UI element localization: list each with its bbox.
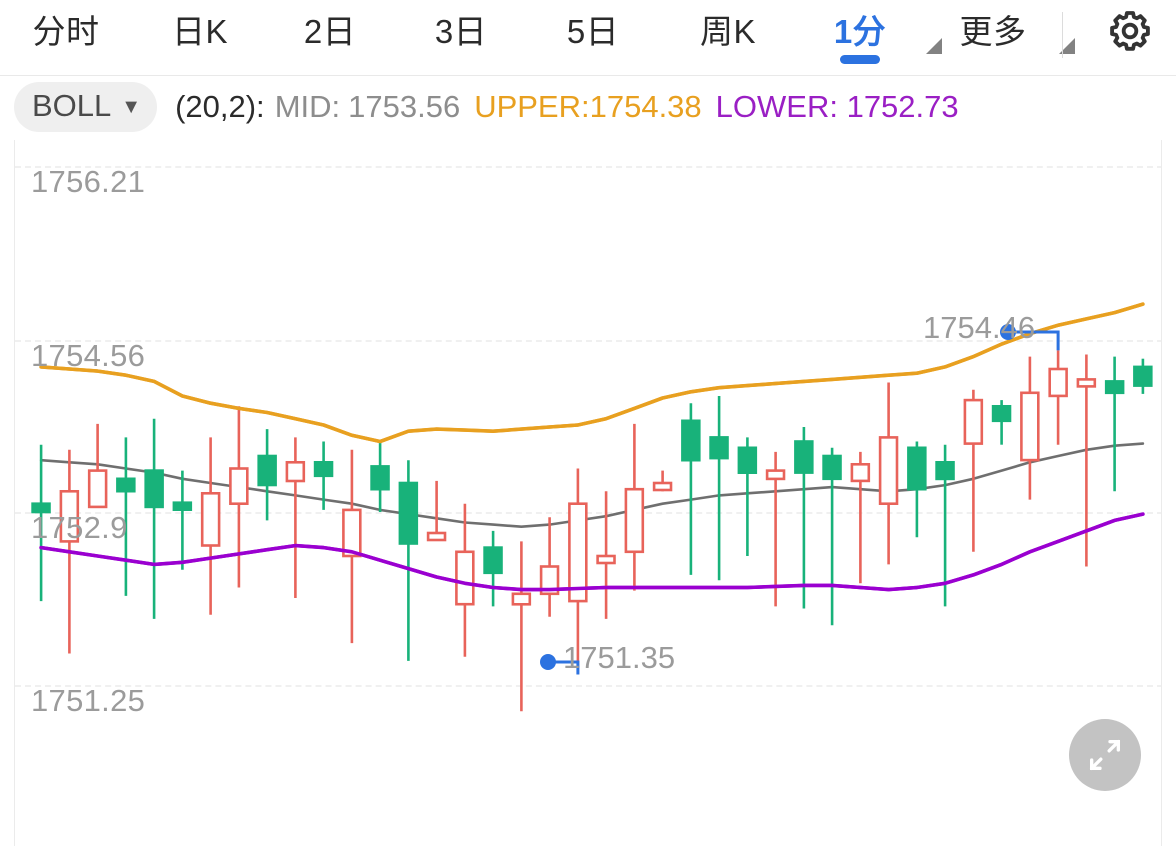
candle-body (681, 419, 701, 462)
tab-label: 5日 (566, 12, 620, 50)
settings-button[interactable] (1090, 0, 1170, 62)
expand-arrows-icon (1090, 740, 1120, 770)
candles (31, 350, 1153, 712)
candle-body (568, 502, 588, 603)
candle-body (1133, 365, 1153, 387)
candle-body (455, 550, 475, 606)
indicator-mid-value: 1753.56 (348, 89, 461, 124)
gridline (15, 340, 1161, 342)
tab-label: 更多 (959, 12, 1027, 50)
candle-body (31, 502, 51, 514)
active-tab-underline (840, 55, 880, 64)
boll-mid-line (39, 442, 1145, 529)
candle-body (907, 446, 927, 491)
boll-upper-line-overlay (39, 302, 1145, 444)
indicator-mid-key: MID: (274, 89, 341, 124)
candle-body (1076, 378, 1097, 388)
tab-label: 2日 (303, 12, 357, 50)
candle-body (229, 467, 249, 506)
toolbar-divider (1062, 12, 1063, 58)
candle-body (285, 460, 306, 483)
candle-body (652, 481, 673, 492)
candle-body (398, 481, 419, 545)
candle-body (765, 469, 786, 481)
candle-body (342, 508, 362, 558)
low-marker-dot (540, 654, 556, 670)
candle-body (313, 460, 334, 478)
tab-2[interactable]: 日K (140, 0, 260, 62)
dropdown-corner-icon (1059, 38, 1075, 54)
candle-body (737, 446, 758, 474)
tab-label: 3日 (434, 12, 488, 50)
candle-body (822, 454, 842, 481)
candle-body (172, 501, 193, 512)
candle-body (794, 440, 814, 474)
candle-body (1104, 380, 1125, 395)
candle-body (1020, 391, 1040, 462)
tab-label: 日K (171, 12, 228, 50)
boll-lower-line-overlay (39, 512, 1145, 592)
gridline (15, 166, 1161, 168)
tab-7[interactable]: 1分 (800, 0, 942, 64)
tab-8[interactable]: 更多 (933, 0, 1075, 62)
indicator-name: BOLL (32, 88, 112, 123)
candle-body (709, 436, 729, 460)
candle-body (991, 404, 1012, 423)
candle-body (370, 465, 390, 491)
gridline (15, 512, 1161, 514)
high-price-label: 1754.46 (923, 310, 1036, 345)
low-annotation-leader (540, 654, 580, 675)
candle-body (963, 398, 984, 445)
candle-body (87, 469, 108, 509)
candle-body (200, 491, 221, 547)
tab-6[interactable]: 周K (668, 0, 788, 62)
tab-label: 周K (699, 12, 756, 50)
candle-body (511, 592, 532, 606)
tab-label: 分时 (32, 12, 100, 50)
candle-body (116, 477, 136, 493)
candle-body (426, 531, 447, 542)
expand-fullscreen-button[interactable] (1069, 719, 1141, 791)
indicator-upper-value: UPPER:1754.38 (474, 89, 702, 124)
candle-body (483, 546, 503, 575)
indicator-params: (20,2): (175, 89, 265, 124)
chart-plot-area (31, 302, 1153, 712)
candle-body (144, 469, 164, 509)
tab-label: 1分 (833, 12, 887, 50)
candle-body (935, 460, 955, 481)
indicator-lower-value: LOWER: 1752.73 (715, 89, 959, 124)
tab-1[interactable]: 分时 (6, 0, 126, 62)
tab-5[interactable]: 5日 (533, 0, 653, 62)
candle-body (624, 487, 645, 554)
candle-body (878, 436, 899, 505)
candle-body (539, 565, 560, 596)
chevron-down-icon: ▼ (121, 96, 142, 118)
timeframe-tabbar: 分时 日K 2日 3日 5日 周K 1分 更多 (0, 0, 1176, 76)
indicator-select-boll[interactable]: BOLL ▼ (14, 82, 158, 132)
indicator-bar: BOLL ▼ (20,2): MID: 1753.56 UPPER:1754.3… (0, 76, 1176, 138)
candle-body (1048, 367, 1068, 398)
gridline (15, 685, 1161, 687)
high-marker-dot (1000, 324, 1016, 340)
low-price-label: 1751.35 (563, 640, 676, 675)
candle-body (59, 489, 80, 543)
candle-body (850, 462, 871, 483)
candle-body (257, 454, 277, 487)
dropdown-corner-icon (926, 38, 942, 54)
high-annotation-leader (1000, 324, 1060, 351)
tab-3[interactable]: 2日 (270, 0, 390, 62)
gear-icon (1110, 11, 1150, 51)
tab-4[interactable]: 3日 (401, 0, 521, 62)
candle-body (596, 554, 616, 565)
